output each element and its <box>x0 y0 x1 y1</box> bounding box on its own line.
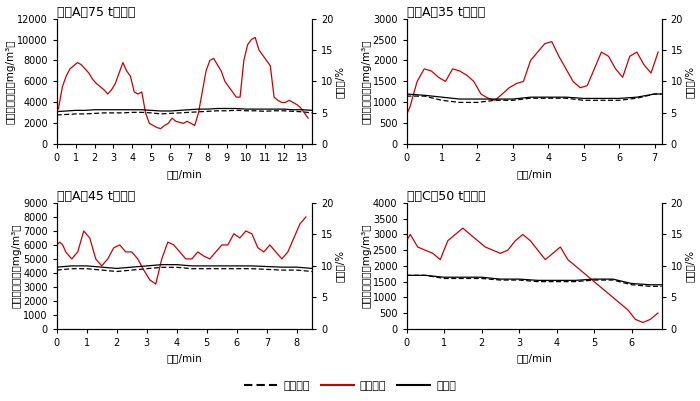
Text: 糖厂A（35 t锅炉）: 糖厂A（35 t锅炉） <box>407 6 485 18</box>
X-axis label: 时间/min: 时间/min <box>516 353 552 363</box>
Y-axis label: 污染物浓度／（mg/m³）: 污染物浓度／（mg/m³） <box>12 224 22 308</box>
Legend: 二氧化硫, 一氧化碳, 含氧量: 二氧化硫, 一氧化碳, 含氧量 <box>239 377 461 395</box>
Y-axis label: 污染物浓度／（mg/m³）: 污染物浓度／（mg/m³） <box>361 39 371 124</box>
X-axis label: 时间/min: 时间/min <box>167 169 202 179</box>
Text: 糖厂A（75 t锅炉）: 糖厂A（75 t锅炉） <box>57 6 135 18</box>
Y-axis label: 含氧量/%: 含氧量/% <box>335 250 344 282</box>
Y-axis label: 含氧量/%: 含氧量/% <box>685 250 694 282</box>
Y-axis label: 污染物浓度／（mg/m³）: 污染物浓度／（mg/m³） <box>361 224 371 308</box>
Y-axis label: 含氧量/%: 含氧量/% <box>335 65 344 97</box>
X-axis label: 时间/min: 时间/min <box>167 353 202 363</box>
X-axis label: 时间/min: 时间/min <box>516 169 552 179</box>
Y-axis label: 含氧量/%: 含氧量/% <box>685 65 694 97</box>
Y-axis label: 污染物浓度／（mg/m³）: 污染物浓度／（mg/m³） <box>6 39 15 124</box>
Text: 糖厂C（50 t锅炉）: 糖厂C（50 t锅炉） <box>407 190 485 203</box>
Text: 糖厂A（45 t锅炉）: 糖厂A（45 t锅炉） <box>57 190 135 203</box>
